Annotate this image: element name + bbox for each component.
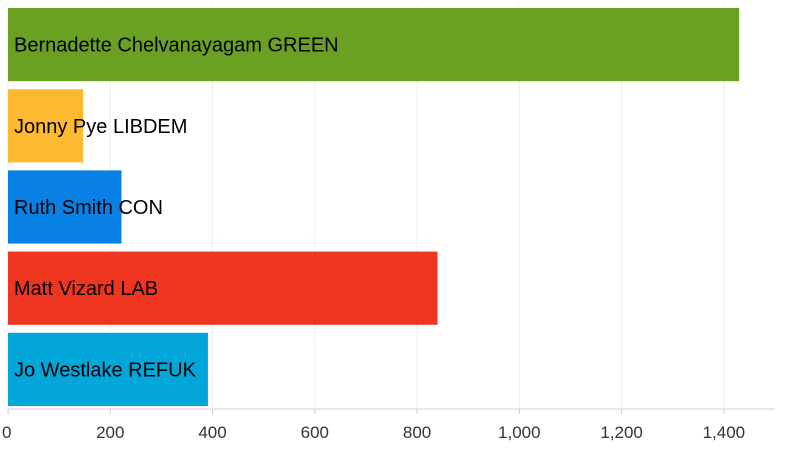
bar — [8, 89, 84, 163]
bar — [8, 332, 208, 406]
x-tick-label: 800 — [403, 423, 431, 442]
bar-labels: Bernadette Chelvanayagam GREEN Jonny Pye … — [14, 35, 339, 382]
x-tick-label: 600 — [301, 423, 329, 442]
bar — [8, 251, 438, 325]
x-tick-label: 0 — [2, 423, 11, 442]
x-tick-label: 1,400 — [703, 423, 746, 442]
bar-label: Bernadette Chelvanayagam GREEN — [14, 35, 339, 57]
x-axis-ticks: 0 200 400 600 800 1,000 1,200 1,400 — [2, 409, 745, 442]
x-tick-label: 400 — [198, 423, 226, 442]
bar — [8, 8, 740, 82]
bar — [8, 170, 122, 244]
bar-label: Matt Vizard LAB — [14, 278, 158, 300]
bar-label: Jo Westlake REFUK — [14, 359, 197, 381]
bars — [8, 8, 740, 406]
bar-label: Jonny Pye LIBDEM — [14, 116, 187, 138]
x-tick-label: 200 — [96, 423, 124, 442]
x-tick-label: 1,200 — [600, 423, 643, 442]
bar-label: Ruth Smith CON — [14, 197, 163, 219]
x-tick-label: 1,000 — [498, 423, 541, 442]
